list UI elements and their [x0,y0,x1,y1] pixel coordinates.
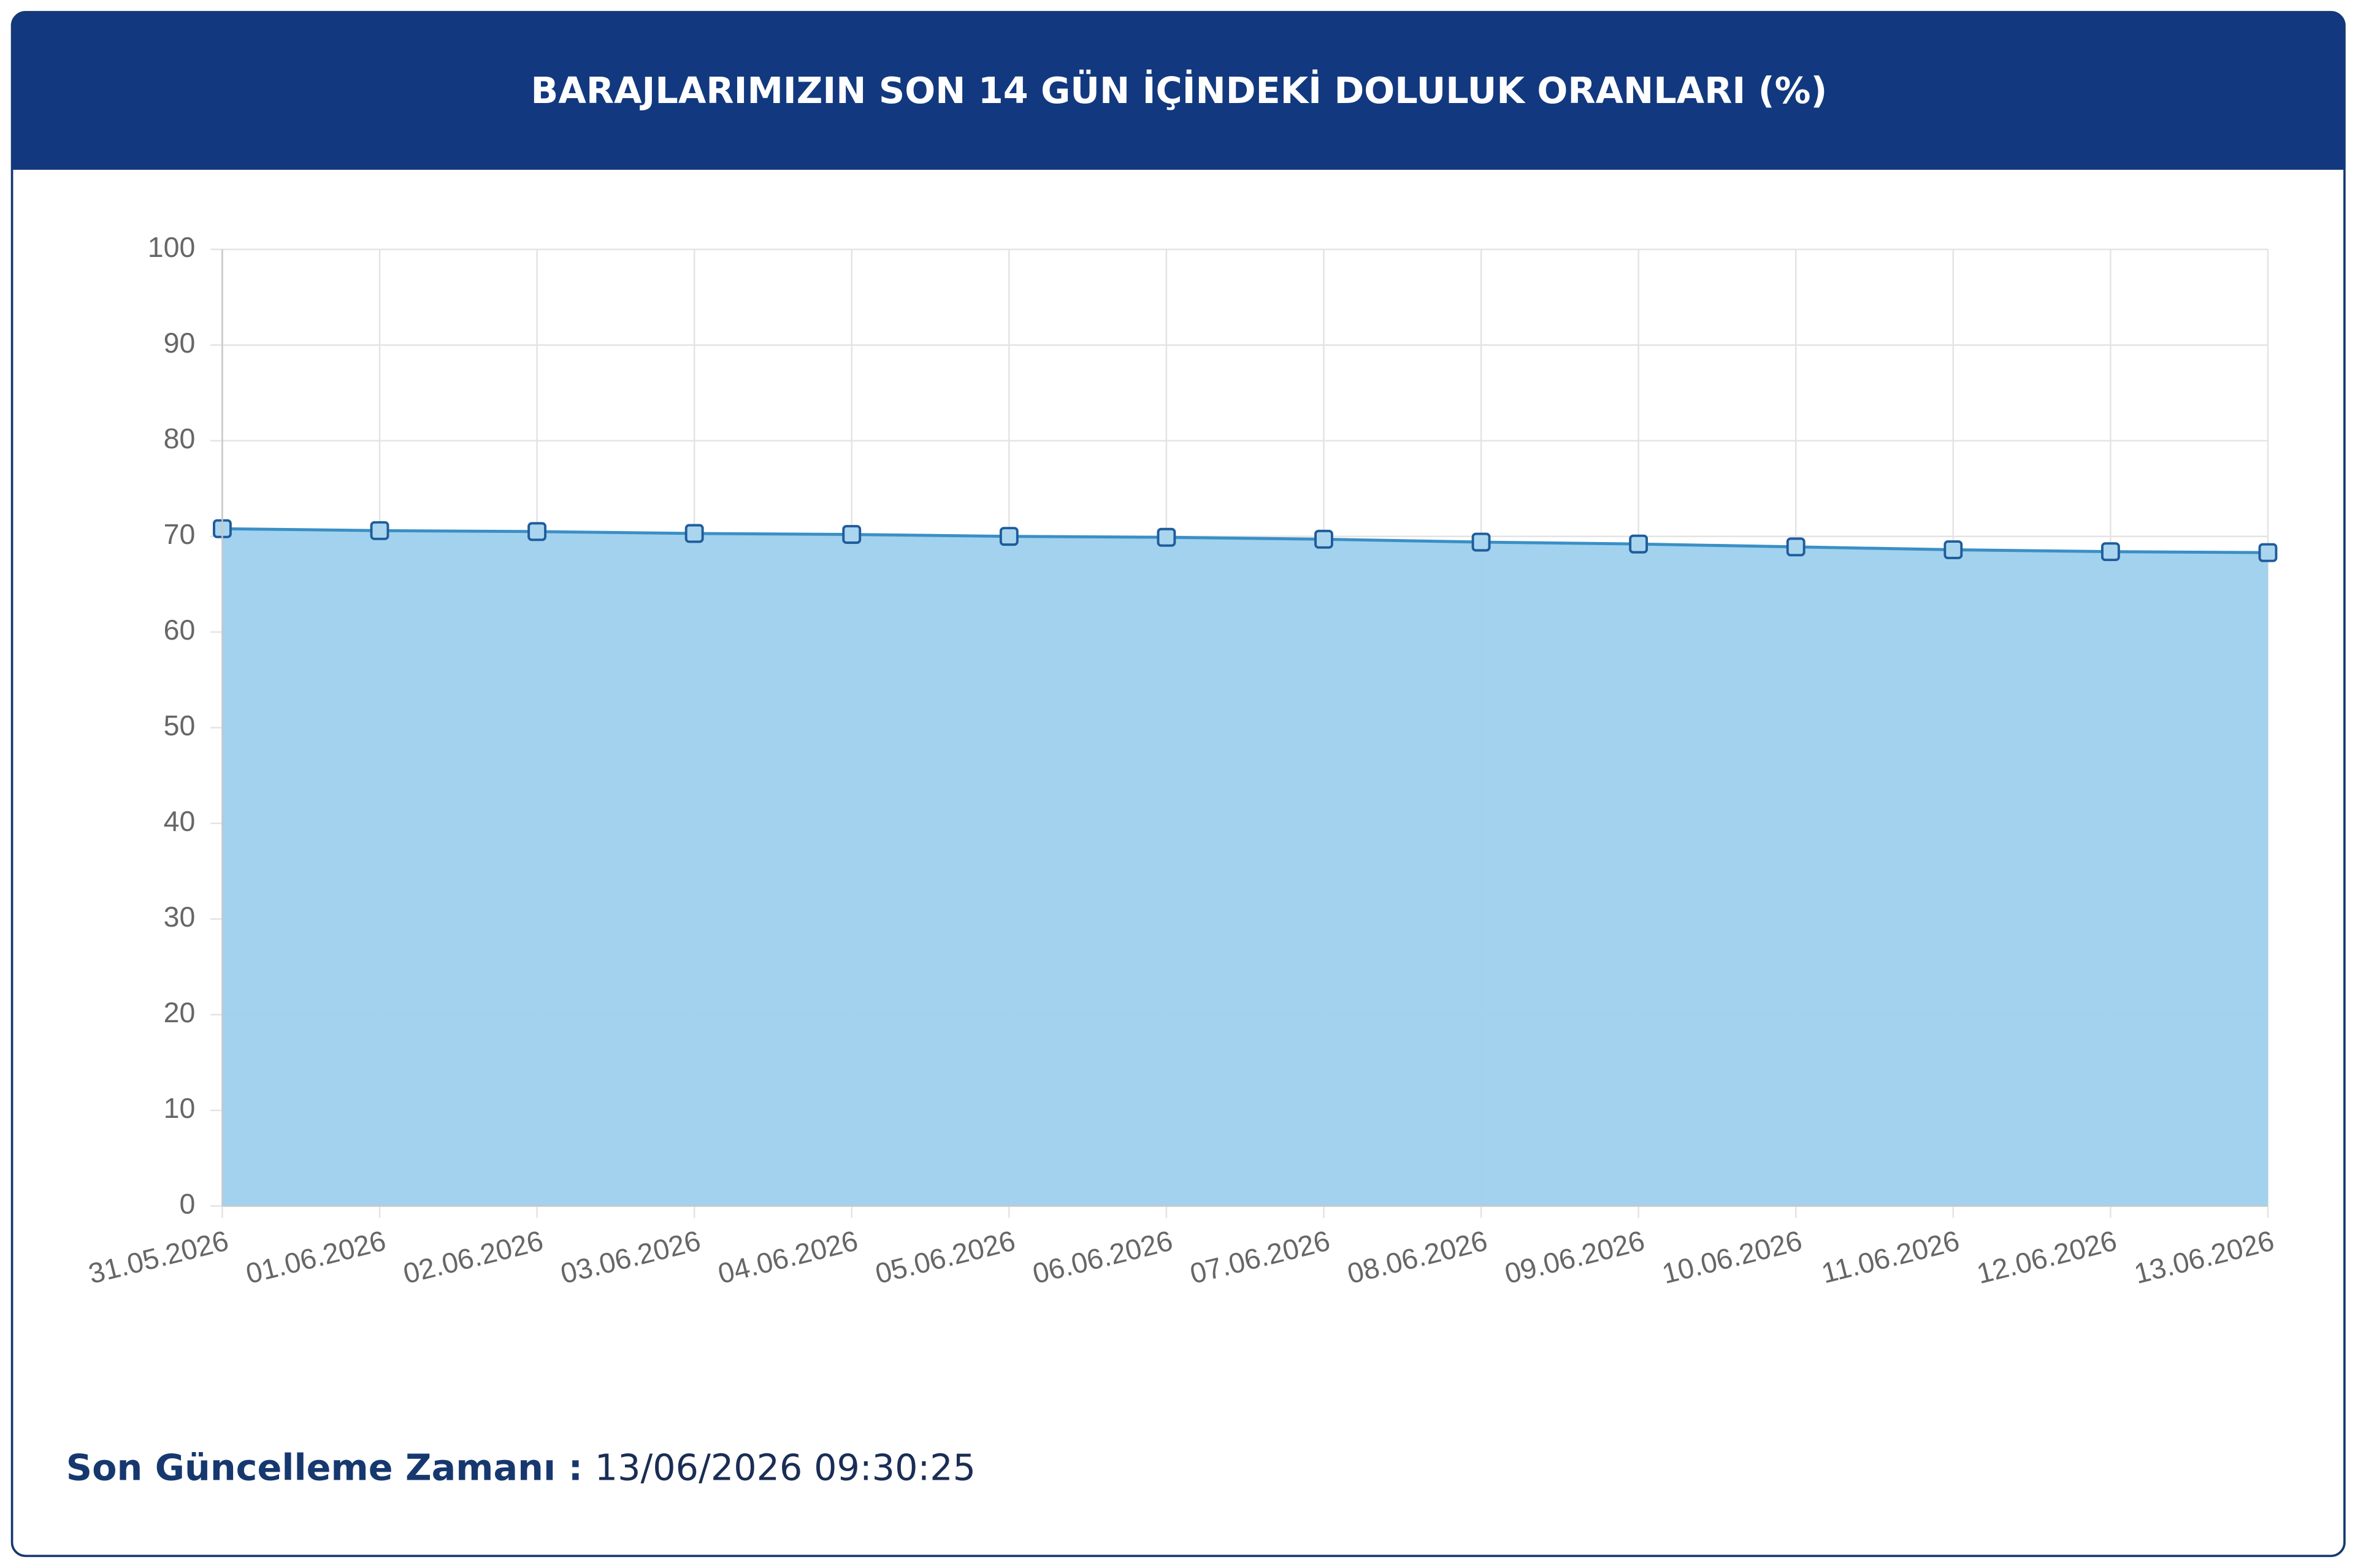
header-band [12,12,2345,170]
point-marker [2100,542,2120,562]
footer-value: 13/06/2026 09:30:25 [595,1447,976,1489]
y-tick-label: 80 [164,423,196,454]
footer: Son Güncelleme Zamanı : 13/06/2026 09:30:… [66,1447,976,1489]
y-tick-label: 50 [164,709,196,741]
point-marker [842,525,862,544]
area-line [222,527,2268,554]
point-marker [2258,543,2278,562]
point-marker [999,527,1019,546]
point-marker [1786,537,1806,557]
y-tick-label: 90 [164,327,196,359]
y-tick-label: 100 [148,231,196,263]
y-tick-label: 40 [164,805,196,837]
y-tick-label: 0 [179,1188,195,1220]
point-marker [684,524,704,543]
point-marker [1157,527,1176,547]
y-tick-label: 60 [164,614,196,646]
y-tick-label: 10 [164,1092,196,1124]
point-marker [370,521,389,540]
y-tick-label: 20 [164,996,196,1028]
point-marker [527,522,547,541]
area-fill [222,529,2268,1206]
footer-label: Son Güncelleme Zamanı : [66,1447,583,1489]
y-tick-label: 30 [164,901,196,933]
point-marker [1629,534,1648,554]
point-marker [1943,540,1963,559]
point-marker [1471,532,1491,552]
y-tick-label: 70 [164,518,196,550]
point-marker [1314,529,1333,549]
chart-title: BARAJLARIMIZIN SON 14 GÜN İÇİNDEKİ DOLUL… [531,69,1828,112]
